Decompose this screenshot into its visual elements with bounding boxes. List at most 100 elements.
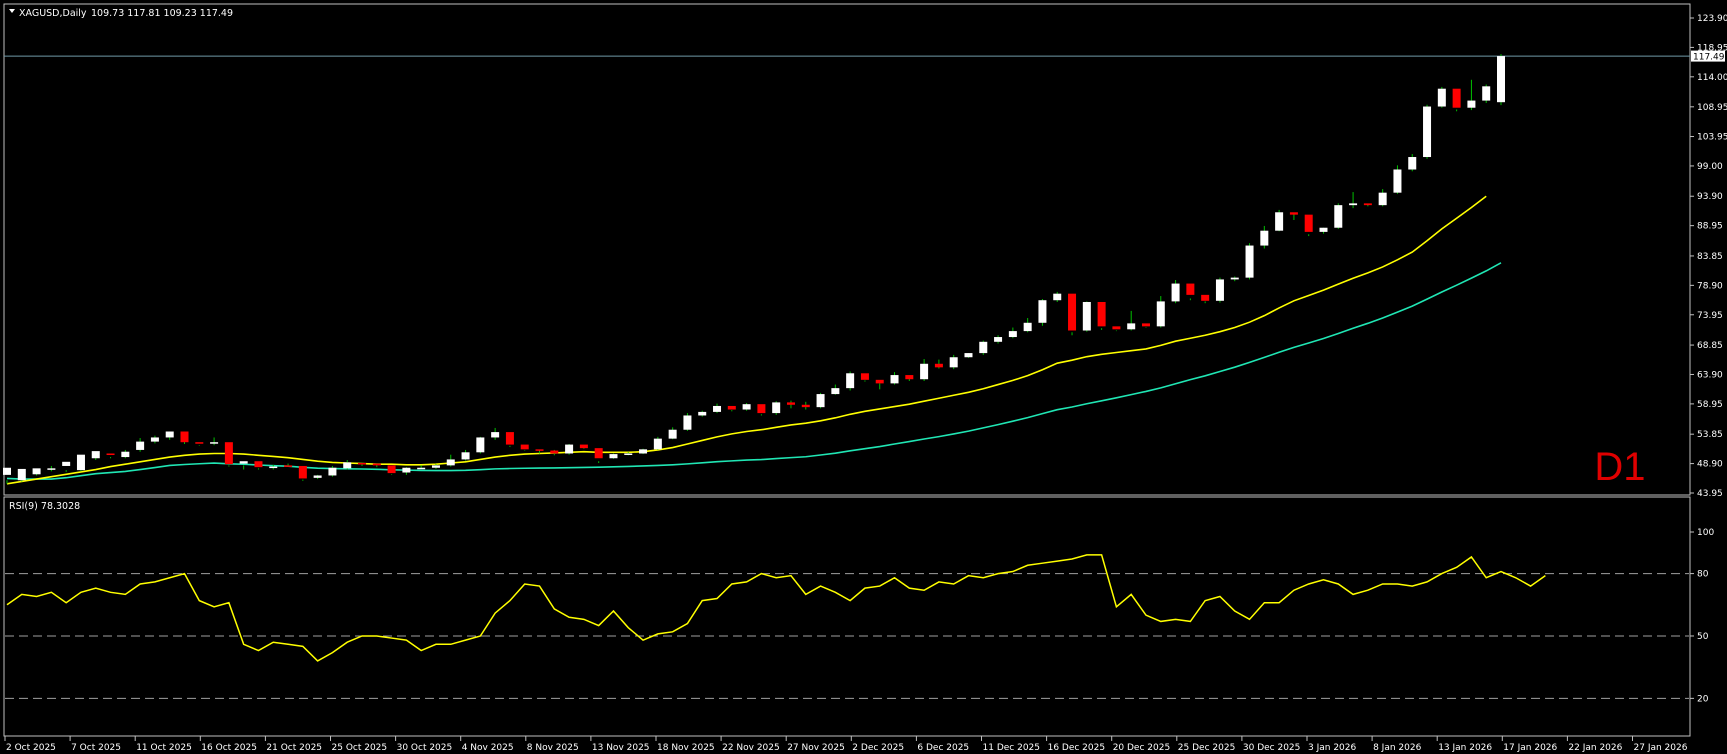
candle-bull [742, 404, 751, 410]
ma-fast-line [6, 195, 1487, 485]
candle-bull [1378, 192, 1387, 206]
time-axis-label: 11 Dec 2025 [983, 743, 1041, 753]
candle-bull [816, 394, 825, 408]
time-axis-label: 25 Dec 2025 [1178, 743, 1236, 753]
rsi-scale-label: 20 [1697, 694, 1709, 704]
price-axis-label: 78.90 [1697, 281, 1723, 291]
candle-bull [683, 415, 692, 430]
candle-bull [979, 341, 988, 354]
time-axis-label: 22 Nov 2025 [722, 743, 780, 753]
candle-bull [846, 373, 855, 389]
main-chart-frame [3, 3, 1691, 496]
price-axis-label: 108.95 [1697, 103, 1727, 113]
time-axis-label: 20 Dec 2025 [1113, 743, 1171, 753]
candle-bull [3, 467, 11, 475]
candle-bear [372, 463, 381, 466]
candle-bull [1053, 293, 1062, 301]
time-axis-label: 3 Jan 2026 [1308, 743, 1356, 753]
time-axis-label: 30 Oct 2025 [397, 743, 453, 753]
candle-bull [121, 451, 130, 458]
current-price-tag: 117.49 [1691, 50, 1725, 63]
candle-bull [565, 444, 574, 454]
time-axis-label: 16 Oct 2025 [201, 743, 257, 753]
candle-bull [343, 462, 352, 469]
candle-bull [1156, 301, 1165, 327]
price-axis-label: 43.95 [1697, 489, 1723, 499]
candle-bull [1082, 301, 1091, 331]
time-axis-label: 6 Dec 2025 [917, 743, 969, 753]
candle-bull [1275, 212, 1284, 231]
candle-bull [91, 451, 100, 459]
candle-bear [387, 465, 396, 474]
candle-bull [639, 449, 648, 454]
candle-bull [1482, 86, 1491, 101]
time-axis-label: 2 Oct 2025 [6, 743, 56, 753]
candle-bull [239, 461, 248, 464]
candle-bull [491, 432, 500, 438]
time-axis-label: 17 Jan 2026 [1503, 743, 1557, 753]
candle-bull [920, 363, 929, 380]
candle-bear [934, 363, 943, 368]
candle-bear [535, 449, 544, 451]
candle-bull [1215, 279, 1224, 301]
rsi-line [6, 554, 1546, 662]
ohlc-header: 109.73 117.81 109.23 117.49 [91, 8, 233, 19]
candle-bear [1068, 293, 1077, 331]
candle-bear [254, 461, 263, 468]
rsi-levels [5, 573, 1689, 699]
candle-bear [180, 431, 189, 443]
candle-bull [313, 475, 322, 478]
price-axis-label: 114.00 [1697, 73, 1727, 83]
candle-bull [1497, 56, 1505, 103]
candle-bull [1038, 300, 1047, 323]
price-axis-label: 93.90 [1697, 192, 1723, 202]
candle-bull [653, 438, 662, 450]
price-axis-label: 63.90 [1697, 370, 1723, 380]
rsi-scale-label: 50 [1697, 632, 1709, 642]
price-axis-label: 73.95 [1697, 311, 1723, 321]
candle-bull [831, 388, 840, 395]
candle-bear [1097, 301, 1106, 327]
rsi-scale-label: 100 [1697, 528, 1714, 538]
price-axis-label: 118.95 [1697, 43, 1727, 53]
candle-bear [875, 379, 884, 384]
candle-bear [1304, 214, 1313, 232]
candle-bull [1349, 203, 1358, 206]
price-axis-label: 53.85 [1697, 430, 1723, 440]
candle-bull [62, 461, 71, 466]
candle-bear [905, 375, 914, 380]
price-axis-label: 88.95 [1697, 222, 1723, 232]
candle-bull [890, 375, 899, 384]
candle-bull [1245, 245, 1254, 278]
candle-bull [431, 465, 440, 468]
candle-bull [446, 459, 455, 466]
candle-bear [224, 442, 233, 465]
candle-bull [417, 467, 426, 470]
candle-bear [860, 373, 869, 380]
candle-bull [713, 405, 722, 412]
candle-bear [358, 462, 367, 465]
candles [3, 54, 1505, 484]
candle-bull [1023, 322, 1032, 332]
price-axis-label: 123.90 [1697, 14, 1727, 24]
dropdown-arrow-icon[interactable] [9, 9, 15, 13]
candle-bear [786, 402, 795, 405]
candle-bear [1363, 203, 1372, 206]
candle-bull [994, 337, 1003, 342]
candle-bull [1423, 106, 1432, 158]
price-axis-label: 99.00 [1697, 162, 1723, 172]
time-axis: 2 Oct 2025 7 Oct 2025 11 Oct 2025 16 Oct 20… [4, 736, 1688, 753]
candle-bull [1319, 227, 1328, 232]
rsi-scale-label: 80 [1697, 570, 1709, 580]
candle-bull [1467, 100, 1476, 108]
candle-bull [461, 452, 470, 460]
time-axis-label: 13 Nov 2025 [592, 743, 650, 753]
candle-bear [1289, 212, 1298, 215]
candle-bear [1141, 323, 1150, 327]
current-price-label: 117.49 [1693, 53, 1725, 63]
time-axis-label: 16 Dec 2025 [1048, 743, 1106, 753]
ma-fast-group [6, 195, 1487, 485]
candle-bull [609, 454, 618, 459]
candle-bear [1452, 88, 1461, 108]
